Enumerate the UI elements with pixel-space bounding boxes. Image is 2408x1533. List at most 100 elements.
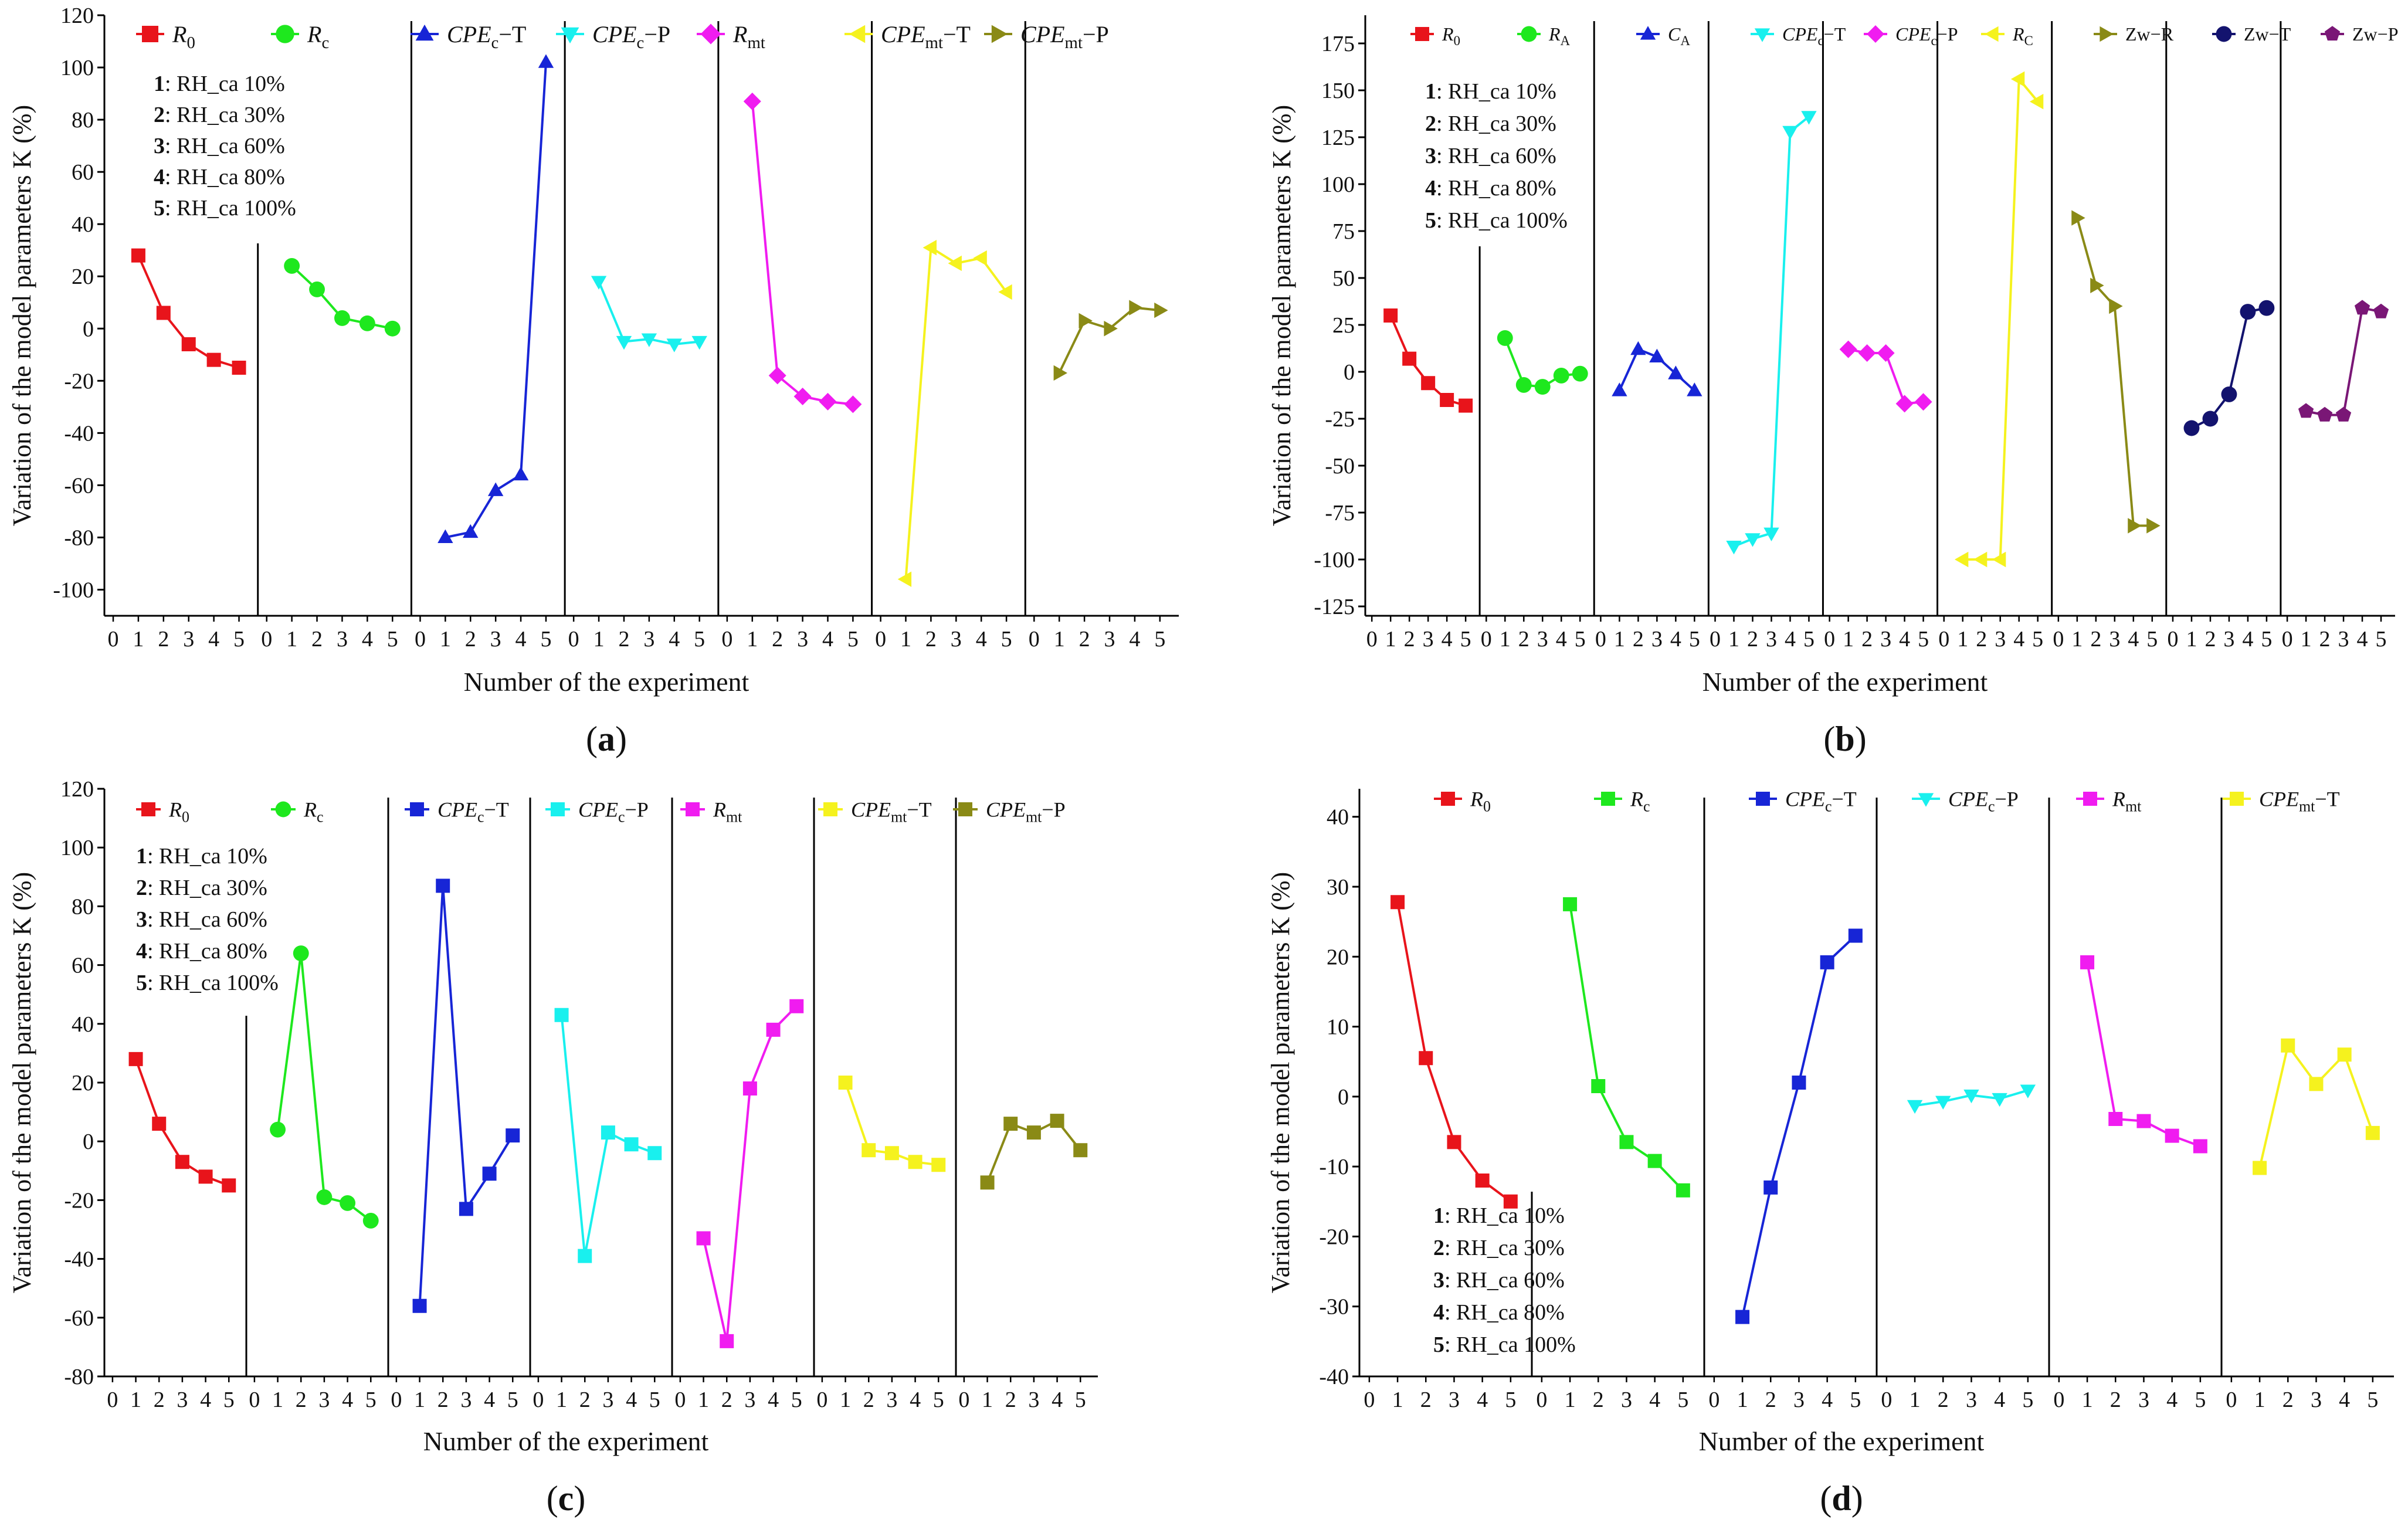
panel-b-ytick-label: -125: [1314, 595, 1355, 619]
panel-d-legend-item-cpec-p-label: CPEc−P: [1948, 788, 2019, 815]
panel-a-series-cpemt-t: [897, 240, 1012, 587]
panel-b-series-zw-t: [2183, 300, 2275, 436]
panel-b-series-zw-t-point: [2202, 411, 2219, 427]
panel-c-xtick-label: 2: [296, 1388, 307, 1412]
panel-b-legend-marker: [2324, 26, 2341, 41]
panel-b-series-ca-point: [1630, 341, 1646, 355]
panel-b-legend-item-zw-r: Zw−R: [2094, 23, 2174, 45]
panel-c-ytick-label: 40: [72, 1012, 94, 1037]
panel-c-xtick-label: 3: [744, 1388, 755, 1412]
panel-a-series-cpec-p-point: [691, 335, 707, 350]
panel-a-legend-item-cpemt-t-label: CPEmt−T: [881, 21, 971, 52]
panel-b-series-cpec-t: [1726, 111, 1817, 555]
panel-b-xtick-label: 4: [1670, 627, 1681, 652]
panel-d-series-cpec-t-line: [1741, 935, 1857, 1318]
panel-a-xtick-label: 0: [261, 627, 272, 652]
panel-c-xtick-label: 5: [507, 1388, 518, 1412]
panel-a-series-cpemt-t-point: [948, 255, 962, 272]
panel-a-xtick-label: 3: [490, 627, 501, 652]
panel-a-legend-item-r0-label: R0: [172, 21, 195, 52]
panel-a-series-rmt-point: [819, 392, 837, 411]
panel-c-series-rc-point: [293, 945, 309, 962]
panel-c-series-cpec-p-point: [601, 1125, 615, 1140]
panel-b-legend-item-r0-label: R0: [1442, 23, 1460, 48]
panel-c-legend-item-rmt-label: Rmt: [713, 798, 742, 826]
panel-d-legend-item-r0: R0: [1434, 788, 1491, 815]
panel-c-note-item: 4: RH_ca 80%: [136, 939, 267, 964]
panel-c-xtick-label: 0: [533, 1388, 544, 1412]
panel-b-legend-item-cpec-p-label: CPEc−P: [1895, 23, 1958, 48]
panel-b-series-ra-point: [1515, 377, 1532, 393]
panel-c-series-rc-point: [316, 1189, 333, 1205]
panel-a-xtick-label: 2: [158, 627, 169, 652]
panel-b-xtick-label: 3: [1537, 627, 1548, 652]
panel-b-legend-item-zw-p-label: Zw−P: [2352, 23, 2399, 45]
panel-b-xtick-label: 1: [1500, 627, 1511, 652]
panel-a-series-r0-point: [181, 337, 196, 351]
panel-a-series-r0-point: [232, 361, 246, 375]
panel-d-series-cpemt-t-point: [2281, 1038, 2295, 1053]
panel-d-ytick-label: -20: [1319, 1225, 1349, 1249]
panel-d-xtick-label: 5: [1850, 1388, 1861, 1412]
panel-b-series-zw-t-point: [2183, 420, 2200, 436]
panel-c-series-r0-point: [198, 1169, 213, 1184]
panel-c-legend-item-cpemt-t-label: CPEmt−T: [851, 798, 932, 826]
panel-b-series-zw-t-point: [2221, 386, 2237, 402]
panel-a-series-cpemt-p-point: [1078, 313, 1093, 329]
panel-d-xtick-label: 0: [1364, 1388, 1375, 1412]
panel-d-series-cpec-t-point: [1848, 928, 1863, 943]
panel-a-xtick-label: 1: [747, 627, 758, 652]
panel-c-series-cpemt-t-point: [884, 1146, 899, 1161]
panel-b-legend-item-ra: RA: [1517, 23, 1571, 48]
panel-a-series-cpec-t-point: [538, 54, 554, 68]
panel-a-series-cpemt-p-point: [1104, 321, 1118, 337]
panel-d-series-r0-point: [1419, 1051, 1433, 1066]
panel-b-xtick-label: 0: [1824, 627, 1835, 652]
panel-d-xtick-label: 0: [1536, 1388, 1547, 1412]
panel-a-series-rc-point: [284, 257, 300, 274]
panel-b-legend-item-cpec-t-label: CPEc−T: [1782, 23, 1846, 48]
panel-c-series-cpec-p-point: [578, 1249, 592, 1263]
panel-d-ytick-label: -10: [1319, 1155, 1349, 1179]
panel-b-xtick-label: 2: [1518, 627, 1529, 652]
panel-c-series-cpec-t-point: [459, 1202, 473, 1216]
panel-b-xtick-label: 0: [2167, 627, 2178, 652]
panel-b-series-cpec-t-point: [1726, 541, 1742, 555]
panel-c-x-axis-title: Number of the experiment: [423, 1426, 709, 1456]
panel-b-series-cpec-t-point: [1763, 527, 1779, 541]
panel-b-legend-marker: [1640, 26, 1656, 40]
panel-b-series-cpec-t-point: [1801, 111, 1817, 125]
panel-b-xtick-label: 2: [1861, 627, 1873, 652]
panel-c-xtick-label: 3: [460, 1388, 472, 1412]
panel-c-xtick-label: 4: [200, 1388, 211, 1412]
panel-d-legend-item-cpemt-t-label: CPEmt−T: [2259, 788, 2340, 815]
panel-a-xtick-label: 4: [822, 627, 833, 652]
panel-a-xtick-label: 0: [721, 627, 732, 652]
panel-a-legend-marker: [561, 27, 579, 44]
panel-b-series-ca-point: [1612, 382, 1627, 396]
panel-a-series-rmt: [743, 92, 862, 413]
panel-a-xtick-label: 2: [618, 627, 629, 652]
panel-b-ytick-label: 150: [1321, 79, 1355, 103]
panel-a-ytick-label: -100: [53, 578, 94, 602]
panel-d-xtick-label: 2: [1420, 1388, 1432, 1412]
panel-b-series-r0-point: [1421, 376, 1436, 391]
panel-b-xtick-label: 0: [1481, 627, 1492, 652]
panel-b-ytick-label: -75: [1325, 501, 1355, 525]
panel-a-ytick-label: -60: [64, 473, 94, 498]
panel-d-xtick-label: 2: [1938, 1388, 1949, 1412]
panel-b-series-zw-r-line: [2075, 218, 2152, 527]
panel-b-xtick-label: 1: [1614, 627, 1625, 652]
panel-b-ytick-label: 175: [1321, 32, 1355, 56]
panel-b-series-zw-r-point: [2146, 518, 2161, 534]
panel-c-legend-item-cpemt-p-label: CPEmt−P: [986, 798, 1066, 826]
panel-d-series-cpec-t-point: [1735, 1310, 1750, 1324]
panel-d-xtick-label: 3: [1449, 1388, 1460, 1412]
panel-c-series-cpemt-p-point: [1050, 1114, 1064, 1128]
panel-b-xtick-label: 3: [2223, 627, 2234, 652]
panel-d-series-rmt-point: [2193, 1139, 2207, 1154]
panel-b-xtick-label: 4: [1899, 627, 1910, 652]
panel-d-series-cpec-p-point: [1963, 1089, 1979, 1104]
panel-d-note-item: 4: RH_ca 80%: [1433, 1300, 1565, 1325]
